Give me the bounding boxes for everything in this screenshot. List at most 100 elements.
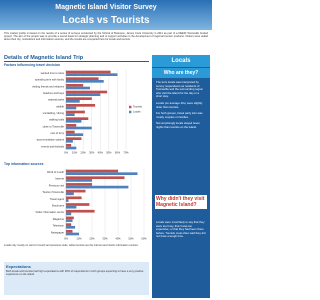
notes: Locals rely mostly on word of mouth and …: [4, 244, 139, 247]
bar: [66, 124, 77, 127]
x-tick-label: 40%: [115, 237, 121, 241]
chart: 0% 10% 20% 30% 40% 50% 60% Word of mouth Interne…: [35, 169, 147, 241]
x-tick-label: 10%: [72, 151, 78, 155]
bar: [66, 192, 74, 196]
bar: [66, 93, 101, 96]
y-tick-label: cost of ferry: [50, 131, 64, 135]
y-tick-label: snorkelling / diving: [43, 111, 65, 115]
bar: [66, 203, 90, 206]
x-tick-label: 20%: [81, 151, 87, 155]
y-tick-label: Visitor information centre: [35, 210, 64, 214]
y-tick-label: walking trails: [49, 118, 65, 122]
chart-title: Factors influencing travel decision: [4, 63, 60, 67]
y-tick-label: Word of mouth: [47, 170, 65, 174]
sidebar-title: Locals: [152, 55, 210, 67]
bar: [66, 185, 129, 189]
legend-label: Tourists: [133, 105, 143, 109]
bar: [66, 126, 92, 130]
bar: [66, 225, 76, 229]
paragraph: Locals (on average 40+) were slightly ol…: [156, 100, 203, 109]
bar: [66, 216, 74, 220]
y-tick-label: Newspaper: [51, 230, 64, 234]
question: Why didn't they visit Magnetic Island?: [155, 195, 207, 209]
bar: [66, 219, 73, 222]
bar: [66, 84, 84, 87]
bar: [66, 169, 118, 173]
bar: [66, 104, 96, 107]
bar: [66, 189, 86, 193]
paragraph: The term locals was interpreted by surve…: [156, 80, 203, 99]
bar: [66, 144, 72, 147]
x-tick-label: 0%: [64, 237, 68, 241]
bar: [66, 133, 84, 136]
expectations-title: Expectations: [6, 264, 31, 269]
answer: Locals were most likely to say that they…: [156, 220, 206, 239]
bar: [66, 229, 73, 233]
x-tick-label: 40%: [98, 151, 104, 155]
x-tick-label: 60%: [115, 151, 121, 155]
bar: [66, 86, 90, 90]
y-tick-label: Brochures: [52, 204, 65, 208]
y-tick-label: wanted time to relax: [41, 71, 65, 75]
bar: [66, 140, 73, 143]
bar: [66, 70, 111, 74]
bar: [66, 100, 80, 103]
bar: [66, 196, 82, 200]
paragraph: Not surprisingly locals stayed fewer nig…: [156, 121, 200, 129]
bar: [66, 110, 85, 114]
bar: [66, 199, 69, 202]
bar: [66, 179, 92, 182]
sidebar-subtitle: Who are they?: [152, 68, 210, 78]
bar: [66, 137, 82, 140]
legend-label: Locals: [133, 110, 141, 114]
bar: [66, 90, 108, 94]
bar: [66, 120, 82, 123]
bar: [66, 73, 118, 76]
bar: [66, 97, 92, 100]
section-title: Details of Magnetic Island Trip: [4, 55, 149, 62]
bar: [66, 77, 99, 80]
y-tick-label: Magazine: [53, 217, 65, 221]
y-tick-label: close to Townsville: [43, 124, 65, 128]
y-tick-label: visiting friends and relatives: [32, 84, 65, 88]
y-tick-label: events and festivals: [41, 144, 64, 148]
x-tick-label: 0%: [64, 151, 68, 155]
x-tick-label: 10%: [76, 237, 82, 241]
y-tick-label: spending time with family: [35, 78, 65, 82]
y-tick-label: Tourism Townsville: [42, 190, 64, 194]
chart: 0% 10% 20% 30% 40% 50% 60% 70% wanted time to re…: [32, 70, 143, 155]
y-tick-label: wildlife: [56, 104, 64, 108]
page: Magnetic Island Visitor Survey Locals vs…: [0, 0, 212, 300]
bar: [66, 113, 75, 116]
bar: [66, 172, 138, 176]
bar: [66, 106, 77, 110]
bar: [66, 146, 77, 150]
y-tick-label: beaches and bays: [43, 91, 65, 95]
x-tick-label: 70%: [123, 151, 129, 155]
bar: [66, 205, 77, 209]
expectations-text: Both locals and tourists had high expect…: [6, 270, 144, 277]
y-tick-label: Previous visit: [49, 183, 65, 187]
x-tick-label: 30%: [102, 237, 108, 241]
bar: [66, 80, 104, 83]
bar: [66, 232, 79, 236]
sidebar: Locals Who are they? The term locals was…: [152, 55, 210, 298]
x-tick-label: 20%: [89, 237, 95, 241]
x-tick-label: 50%: [106, 151, 112, 155]
x-tick-label: 60%: [141, 237, 147, 241]
x-tick-label: 50%: [128, 237, 134, 241]
expectations-box: Expectations Both locals and tourists ha…: [4, 262, 149, 295]
bar: [66, 212, 72, 216]
legend-swatch: [129, 110, 132, 114]
sidebar-text: The term locals was interpreted by surve…: [156, 80, 206, 133]
bar: [66, 183, 92, 186]
chart-title: Top information sources: [4, 162, 44, 166]
legend-swatch: [129, 105, 132, 109]
bar: [66, 209, 95, 213]
y-tick-label: Internet: [55, 177, 64, 181]
paragraph: For both groups, travel party size was m…: [156, 111, 203, 119]
intro: This market profile is based on the resu…: [4, 32, 208, 42]
title: Magnetic Island Visitor Survey: [55, 4, 157, 11]
y-tick-label: accommodation options: [37, 138, 65, 142]
y-tick-label: national parks: [48, 98, 65, 102]
